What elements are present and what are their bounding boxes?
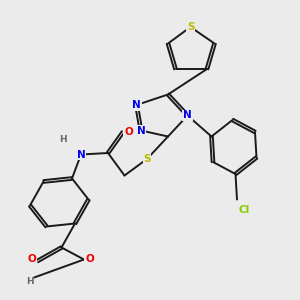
Text: N: N (183, 110, 192, 121)
Text: H: H (59, 135, 67, 144)
Text: O: O (124, 127, 133, 137)
Text: H: H (26, 278, 34, 286)
Text: S: S (143, 154, 151, 164)
Text: O: O (28, 254, 37, 265)
Text: O: O (85, 254, 94, 265)
Text: N: N (132, 100, 141, 110)
Text: Cl: Cl (239, 205, 250, 215)
Text: S: S (187, 22, 194, 32)
Text: N: N (136, 125, 146, 136)
Text: N: N (76, 149, 85, 160)
